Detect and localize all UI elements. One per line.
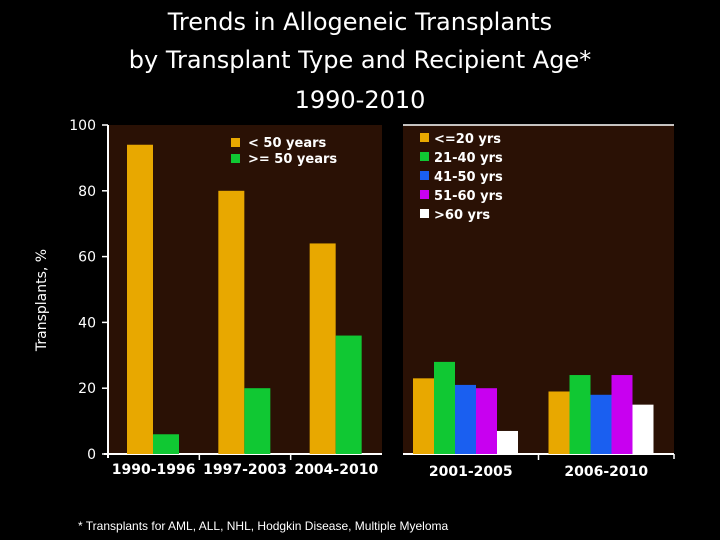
footnote: * Transplants for AML, ALL, NHL, Hodgkin… bbox=[78, 519, 449, 533]
legend-label: >60 yrs bbox=[434, 208, 490, 223]
bar bbox=[153, 434, 179, 454]
bar bbox=[476, 388, 497, 454]
legend-label: 21-40 yrs bbox=[434, 151, 503, 166]
legend-swatch bbox=[420, 152, 429, 161]
y-tick-label: 20 bbox=[78, 381, 96, 397]
legend-label: < 50 years bbox=[248, 136, 327, 151]
legend-label: <=20 yrs bbox=[434, 132, 501, 147]
legend-swatch bbox=[231, 154, 240, 163]
bar bbox=[611, 375, 633, 454]
bar bbox=[218, 190, 245, 455]
bar bbox=[590, 394, 612, 454]
chart-title-line-1: Trends in Allogeneic Transplants bbox=[167, 8, 553, 36]
x-tick-label: 2004-2010 bbox=[294, 462, 378, 478]
chart-title-line-3: 1990-2010 bbox=[294, 86, 426, 114]
right-bar-chart: 2001-2005 2006-2010 <=20 yrs 21-40 yrs 41-50… bbox=[403, 124, 675, 480]
x-tick-label: 2001-2005 bbox=[429, 464, 513, 480]
bar bbox=[335, 335, 362, 454]
bar bbox=[413, 378, 434, 454]
legend-swatch bbox=[231, 138, 240, 147]
bar bbox=[434, 361, 455, 454]
legend-label: >= 50 years bbox=[248, 152, 337, 167]
legend-swatch bbox=[420, 190, 429, 199]
bar bbox=[497, 430, 518, 454]
bar bbox=[548, 391, 570, 454]
legend-label: 41-50 yrs bbox=[434, 170, 503, 185]
legend-label: 51-60 yrs bbox=[434, 189, 503, 204]
left-bar-chart: 0 20 40 60 80 100 1990-1996 1997-2003 2004-2010 <… bbox=[69, 118, 382, 478]
bar bbox=[127, 144, 153, 455]
bar bbox=[632, 404, 654, 454]
y-tick-label: 60 bbox=[78, 250, 96, 266]
bar bbox=[244, 388, 271, 454]
legend-swatch bbox=[420, 171, 429, 180]
x-tick-label: 1997-2003 bbox=[203, 462, 287, 478]
y-tick-label: 0 bbox=[87, 447, 96, 463]
bar bbox=[309, 243, 336, 454]
y-tick-label: 80 bbox=[78, 184, 96, 200]
legend-swatch bbox=[420, 133, 429, 142]
y-tick-label: 100 bbox=[69, 118, 96, 134]
y-tick-label: 40 bbox=[78, 315, 96, 331]
legend-swatch bbox=[420, 209, 429, 218]
x-tick-label: 2006-2010 bbox=[564, 464, 648, 480]
x-tick-label: 1990-1996 bbox=[112, 462, 196, 478]
chart-title-line-2: by Transplant Type and Recipient Age* bbox=[128, 46, 592, 74]
bar bbox=[569, 375, 591, 454]
bar bbox=[455, 384, 476, 454]
